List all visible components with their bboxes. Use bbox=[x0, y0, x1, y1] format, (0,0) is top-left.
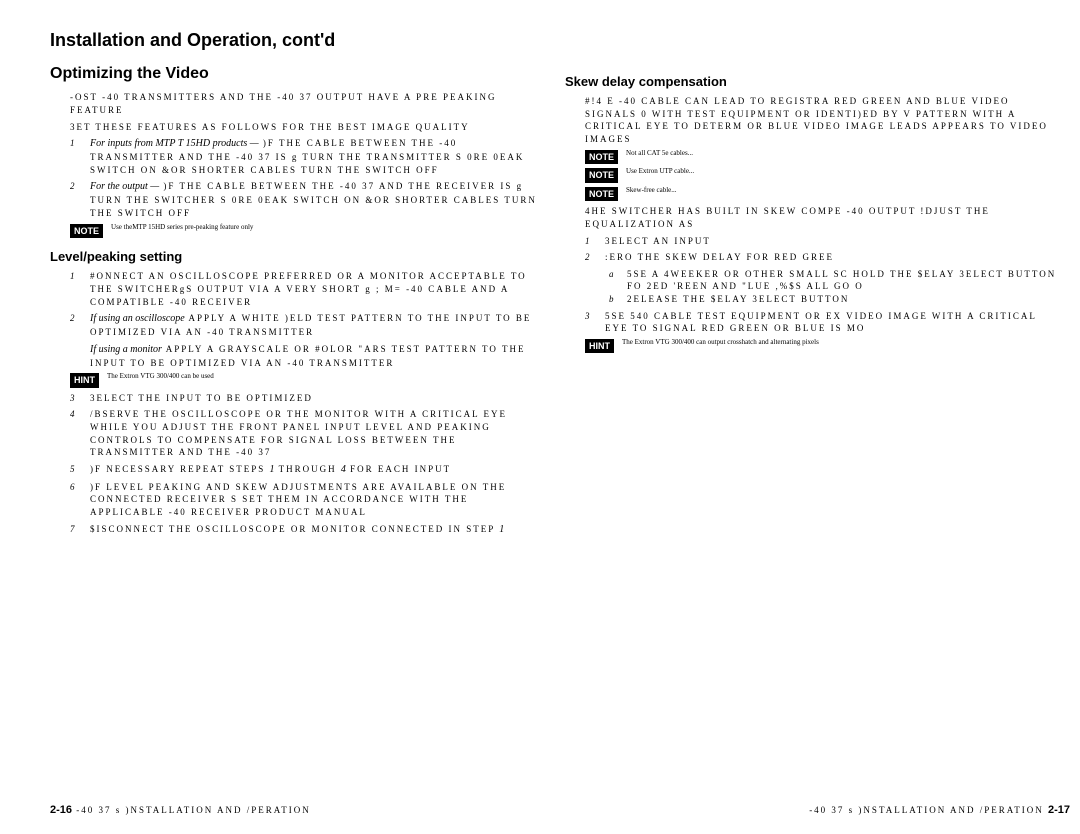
hint-label: HINT bbox=[585, 339, 614, 354]
list-number: 5 bbox=[70, 463, 82, 477]
subsection-title: Level/peaking setting bbox=[50, 248, 545, 266]
subsection-title: Skew delay compensation bbox=[565, 73, 1060, 91]
list-text: 3ELECT AN INPUT bbox=[605, 235, 1060, 248]
list-text: )F NECESSARY REPEAT STEPS bbox=[90, 464, 270, 474]
sublist-letter: a bbox=[609, 268, 621, 293]
list-item: 4 /BSERVE THE OSCILLOSCOPE OR THE MONITO… bbox=[70, 408, 545, 458]
list-item-continued: If using a monitor APPLY A GRAYSCALE OR … bbox=[70, 343, 545, 370]
paragraph: 3ET THESE FEATURES AS FOLLOWS FOR THE BE… bbox=[70, 121, 545, 134]
note-text: Use Extron UTP cable... bbox=[626, 168, 694, 176]
section-title: Optimizing the Video bbox=[50, 63, 545, 85]
footer-text-right: -40 37 s )NSTALLATION AND /PERATION bbox=[809, 805, 1044, 815]
two-column-layout: Optimizing the Video -OST -40 TRANSMITTE… bbox=[50, 63, 1080, 541]
italic-lead: If using a monitor bbox=[90, 344, 162, 355]
list-item: 3 3ELECT THE INPUT TO BE OPTIMIZED bbox=[70, 392, 545, 405]
note-text: Skew-free cable... bbox=[626, 187, 677, 195]
paragraph: -OST -40 TRANSMITTERS AND THE -40 37 OUT… bbox=[70, 91, 545, 116]
note-text: Not all CAT 5e cables... bbox=[626, 150, 693, 158]
hint-label: HINT bbox=[70, 373, 99, 388]
italic-lead: For inputs from MTP T 15HD products — bbox=[90, 138, 259, 149]
paragraph: 4HE SWITCHER HAS BUILT IN SKEW COMPE -40… bbox=[585, 205, 1060, 230]
right-column: Skew delay compensation #!4 E -40 CABLE … bbox=[565, 63, 1060, 541]
footer-left: 2-16 -40 37 s )NSTALLATION AND /PERATION bbox=[50, 804, 311, 816]
note-callout: NOTE Use Extron UTP cable... bbox=[585, 168, 1060, 183]
list-item: 5 )F NECESSARY REPEAT STEPS 1 THROUGH 4 … bbox=[70, 463, 545, 477]
list-item: 6 )F LEVEL PEAKING AND SKEW ADJUSTMENTS … bbox=[70, 481, 545, 519]
note-callout: NOTE Skew-free cable... bbox=[585, 187, 1060, 202]
note-text: Use theMTP 15HD series pre-peaking featu… bbox=[111, 224, 253, 232]
list-text: :ERO THE SKEW DELAY FOR RED GREE bbox=[605, 251, 1060, 264]
list-text: 5SE 540 CABLE TEST EQUIPMENT OR EX VIDEO… bbox=[605, 310, 1060, 335]
list-text: 3ELECT THE INPUT TO BE OPTIMIZED bbox=[90, 392, 545, 405]
note-label: NOTE bbox=[585, 150, 618, 165]
page-number-left: 2-16 bbox=[50, 804, 72, 816]
list-number: 2 bbox=[70, 180, 82, 219]
list-number: 3 bbox=[70, 392, 82, 405]
page-footer: 2-16 -40 37 s )NSTALLATION AND /PERATION… bbox=[50, 804, 1070, 816]
page-number-right: 2-17 bbox=[1048, 804, 1070, 816]
hint-callout: HINT The Extron VTG 300/400 can output c… bbox=[585, 339, 1060, 354]
note-label: NOTE bbox=[585, 187, 618, 202]
list-text: $ISCONNECT THE OSCILLOSCOPE OR MONITOR C… bbox=[90, 524, 499, 534]
list-item: 1 For inputs from MTP T 15HD products — … bbox=[70, 137, 545, 176]
list-item: 2 For the output — )F THE CABLE BETWEEN … bbox=[70, 180, 545, 219]
list-number: 2 bbox=[70, 312, 82, 339]
list-item: 2 :ERO THE SKEW DELAY FOR RED GREE bbox=[585, 251, 1060, 264]
list-item: 1 3ELECT AN INPUT bbox=[585, 235, 1060, 248]
italic-lead: If using an oscilloscope bbox=[90, 313, 185, 324]
note-callout: NOTE Use theMTP 15HD series pre-peaking … bbox=[70, 224, 545, 239]
left-column: Optimizing the Video -OST -40 TRANSMITTE… bbox=[50, 63, 545, 541]
note-label: NOTE bbox=[70, 224, 103, 239]
sublist-text: 2ELEASE THE $ELAY 3ELECT BUTTON bbox=[627, 293, 1060, 306]
sublist-item: b 2ELEASE THE $ELAY 3ELECT BUTTON bbox=[609, 293, 1060, 306]
hint-text: The Extron VTG 300/400 can be used bbox=[107, 373, 214, 381]
list-number: 7 bbox=[70, 523, 82, 537]
list-number: 4 bbox=[70, 408, 82, 458]
sublist-text: 5SE A 4WEEKER OR OTHER SMALL SC HOLD THE… bbox=[627, 268, 1060, 293]
footer-text-left: -40 37 s )NSTALLATION AND /PERATION bbox=[72, 805, 311, 815]
list-item: 1 #ONNECT AN OSCILLOSCOPE PREFERRED OR A… bbox=[70, 270, 545, 308]
page-header: Installation and Operation, cont'd bbox=[50, 30, 1080, 51]
italic-lead: For the output — bbox=[90, 181, 159, 192]
note-callout: NOTE Not all CAT 5e cables... bbox=[585, 150, 1060, 165]
paragraph: #!4 E -40 CABLE CAN LEAD TO REGISTRA RED… bbox=[585, 95, 1060, 145]
note-label: NOTE bbox=[585, 168, 618, 183]
sublist-letter: b bbox=[609, 293, 621, 306]
list-text: /BSERVE THE OSCILLOSCOPE OR THE MONITOR … bbox=[90, 408, 545, 458]
list-text: THROUGH bbox=[275, 464, 341, 474]
list-item: 7 $ISCONNECT THE OSCILLOSCOPE OR MONITOR… bbox=[70, 523, 545, 537]
list-text: #ONNECT AN OSCILLOSCOPE PREFERRED OR A M… bbox=[90, 270, 545, 308]
list-text: FOR EACH INPUT bbox=[346, 464, 451, 474]
list-number: 1 bbox=[70, 270, 82, 308]
italic-num: 1 bbox=[499, 524, 504, 535]
list-number: 2 bbox=[585, 251, 597, 264]
hint-text: The Extron VTG 300/400 can output crossh… bbox=[622, 339, 819, 347]
list-item: 3 5SE 540 CABLE TEST EQUIPMENT OR EX VID… bbox=[585, 310, 1060, 335]
list-number: 1 bbox=[70, 137, 82, 176]
list-item: 2 If using an oscilloscope APPLY A WHITE… bbox=[70, 312, 545, 339]
list-number: 1 bbox=[585, 235, 597, 248]
list-number: 3 bbox=[585, 310, 597, 335]
hint-callout: HINT The Extron VTG 300/400 can be used bbox=[70, 373, 545, 388]
list-text: )F LEVEL PEAKING AND SKEW ADJUSTMENTS AR… bbox=[90, 481, 545, 519]
sublist-item: a 5SE A 4WEEKER OR OTHER SMALL SC HOLD T… bbox=[609, 268, 1060, 293]
footer-right: -40 37 s )NSTALLATION AND /PERATION 2-17 bbox=[809, 804, 1070, 816]
list-number: 6 bbox=[70, 481, 82, 519]
